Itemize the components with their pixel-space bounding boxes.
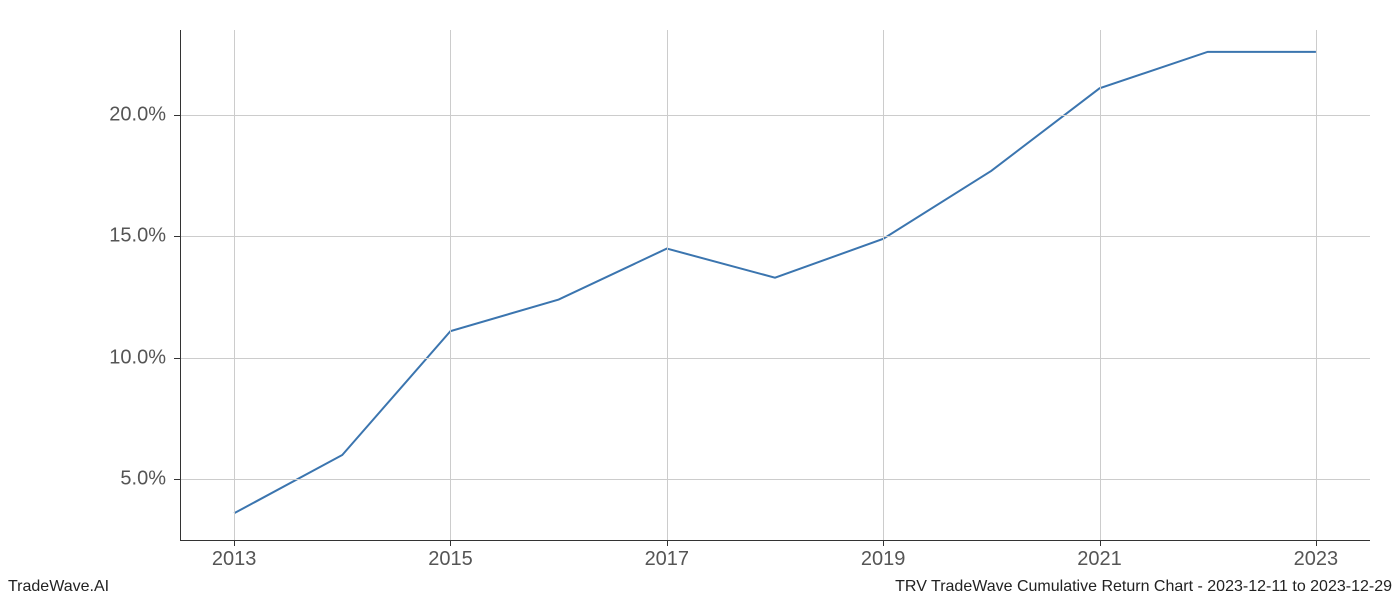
- grid-line-vertical: [450, 30, 451, 540]
- plot-area: [180, 30, 1370, 540]
- grid-line-vertical: [1100, 30, 1101, 540]
- x-tick-label: 2015: [428, 548, 473, 571]
- y-tick-label: 20.0%: [109, 104, 166, 127]
- data-line: [234, 52, 1316, 513]
- grid-line-vertical: [1316, 30, 1317, 540]
- grid-line-vertical: [883, 30, 884, 540]
- x-axis-line: [180, 540, 1370, 541]
- footer-right-label: TRV TradeWave Cumulative Return Chart - …: [895, 578, 1392, 596]
- y-tick-label: 10.0%: [109, 346, 166, 369]
- grid-line-horizontal: [180, 236, 1370, 237]
- x-tick-label: 2013: [212, 548, 257, 571]
- grid-line-vertical: [667, 30, 668, 540]
- x-tick-label: 2019: [861, 548, 906, 571]
- grid-line-vertical: [234, 30, 235, 540]
- footer-left-label: TradeWave.AI: [8, 578, 109, 596]
- grid-line-horizontal: [180, 358, 1370, 359]
- x-tick-label: 2017: [645, 548, 690, 571]
- chart-container: 5.0% 10.0% 15.0% 20.0% 2013 2015 2017 2019 2021 2…: [0, 0, 1400, 600]
- x-tick-label: 2021: [1077, 548, 1122, 571]
- line-chart-svg: [180, 30, 1370, 540]
- grid-line-horizontal: [180, 479, 1370, 480]
- y-tick-label: 5.0%: [120, 468, 166, 491]
- y-axis-line: [180, 30, 181, 540]
- grid-line-horizontal: [180, 115, 1370, 116]
- x-tick-label: 2023: [1294, 548, 1339, 571]
- y-tick-label: 15.0%: [109, 225, 166, 248]
